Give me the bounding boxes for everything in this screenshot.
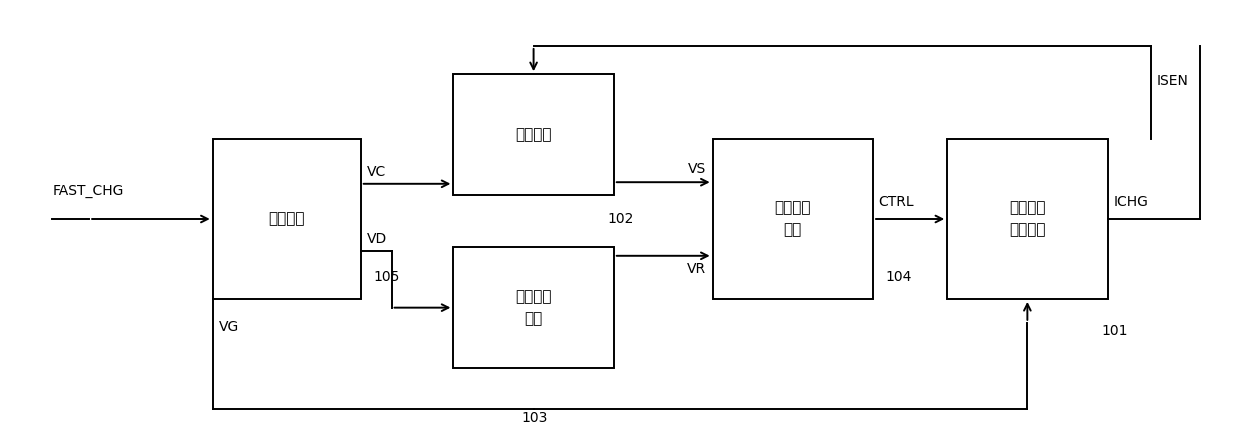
Text: 基准产生
模块: 基准产生 模块: [516, 289, 552, 326]
Text: VS: VS: [688, 162, 707, 176]
Text: VD: VD: [367, 232, 387, 246]
Text: VR: VR: [687, 262, 707, 276]
Text: 103: 103: [521, 411, 548, 425]
Text: VG: VG: [218, 320, 239, 334]
Text: ISEN: ISEN: [1157, 74, 1189, 88]
Text: 充电电流
输出模块: 充电电流 输出模块: [1009, 201, 1045, 237]
Text: VC: VC: [367, 165, 386, 179]
Bar: [454, 74, 614, 195]
Bar: [212, 139, 361, 299]
Text: 105: 105: [373, 270, 399, 284]
Text: 104: 104: [885, 270, 911, 284]
Bar: [454, 247, 614, 368]
Text: ICHG: ICHG: [1114, 195, 1148, 208]
Text: CTRL: CTRL: [878, 195, 914, 208]
Text: 采样模块: 采样模块: [516, 127, 552, 142]
Text: FAST_CHG: FAST_CHG: [52, 184, 124, 198]
Text: 误差放大
模块: 误差放大 模块: [775, 201, 811, 237]
Bar: [947, 139, 1107, 299]
Text: 控制模块: 控制模块: [268, 212, 305, 226]
Text: 101: 101: [1101, 325, 1128, 339]
Bar: [713, 139, 873, 299]
Text: 102: 102: [608, 212, 634, 226]
